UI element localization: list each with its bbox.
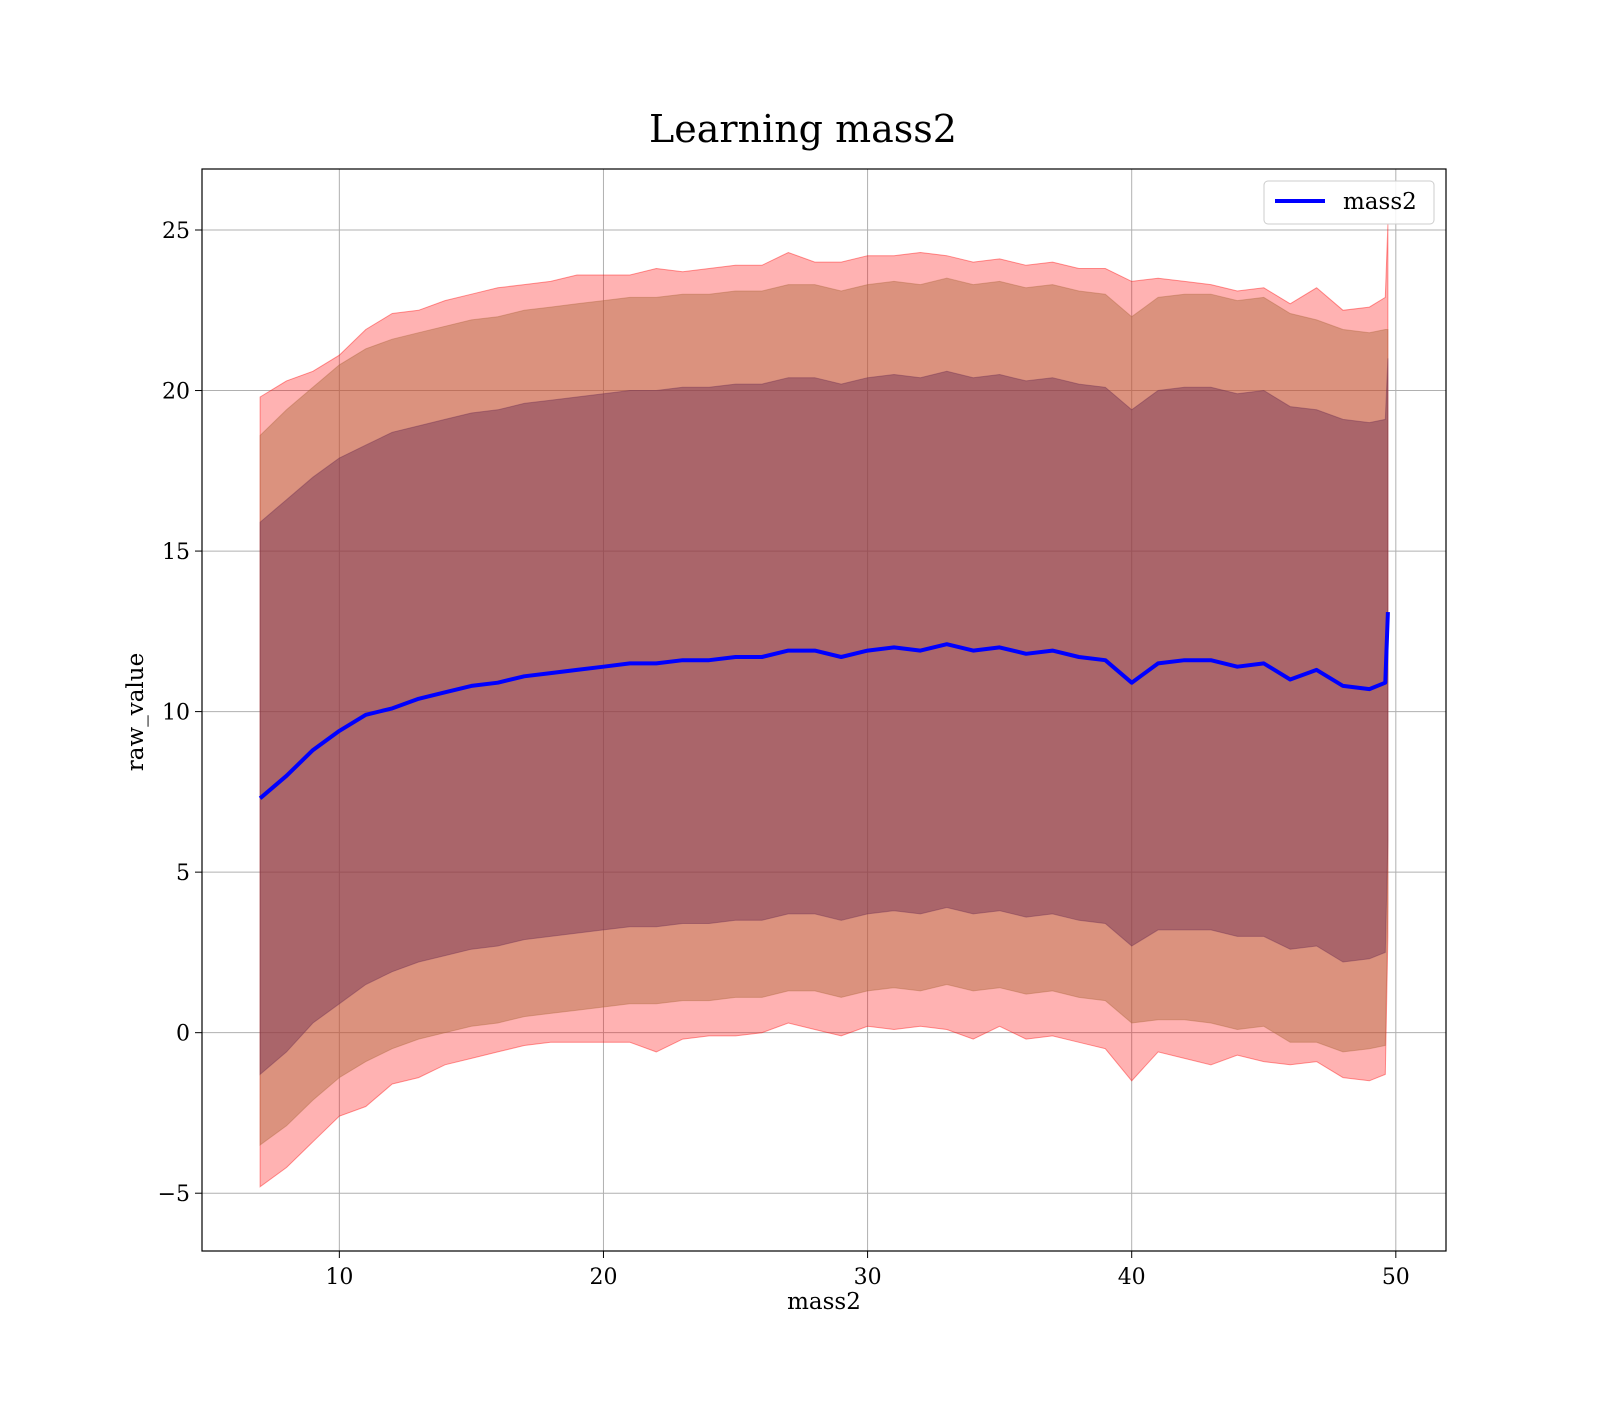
band-inner	[259, 358, 1389, 1076]
x-tick-label-40: 40	[1118, 1265, 1146, 1290]
legend-box	[1263, 180, 1435, 225]
y-tick-label-25: 25	[162, 219, 190, 244]
series-line-mass2	[258, 612, 1390, 800]
band-middle	[259, 277, 1389, 1146]
grid	[202, 169, 1446, 1251]
y-axis-ticks: −5 0 5 10 15 20 25	[158, 219, 202, 1207]
y-tick-label--5: −5	[158, 1182, 190, 1207]
x-axis-label: mass2	[787, 1289, 861, 1315]
confidence-bands	[259, 223, 1389, 1188]
y-tick-label-20: 20	[162, 380, 190, 405]
x-tick-label-30: 30	[854, 1265, 882, 1290]
band-outer	[259, 223, 1389, 1188]
y-tick-label-5: 5	[176, 861, 190, 886]
chart-title: Learning mass2	[649, 107, 957, 151]
x-axis-ticks: 10 20 30 40 50	[325, 1251, 1410, 1290]
y-tick-label-10: 10	[162, 701, 190, 726]
y-axis-label: raw_value	[123, 653, 149, 771]
y-tick-label-15: 15	[162, 540, 190, 565]
x-tick-label-10: 10	[325, 1265, 353, 1290]
x-tick-label-20: 20	[589, 1265, 617, 1290]
x-tick-label-50: 50	[1382, 1265, 1410, 1290]
series-lines	[258, 612, 1390, 800]
legend: mass2	[1263, 180, 1435, 225]
legend-entry-mass2: mass2	[1343, 189, 1417, 215]
y-tick-label-0: 0	[176, 1022, 190, 1047]
plot-area-frame	[201, 168, 1447, 1252]
